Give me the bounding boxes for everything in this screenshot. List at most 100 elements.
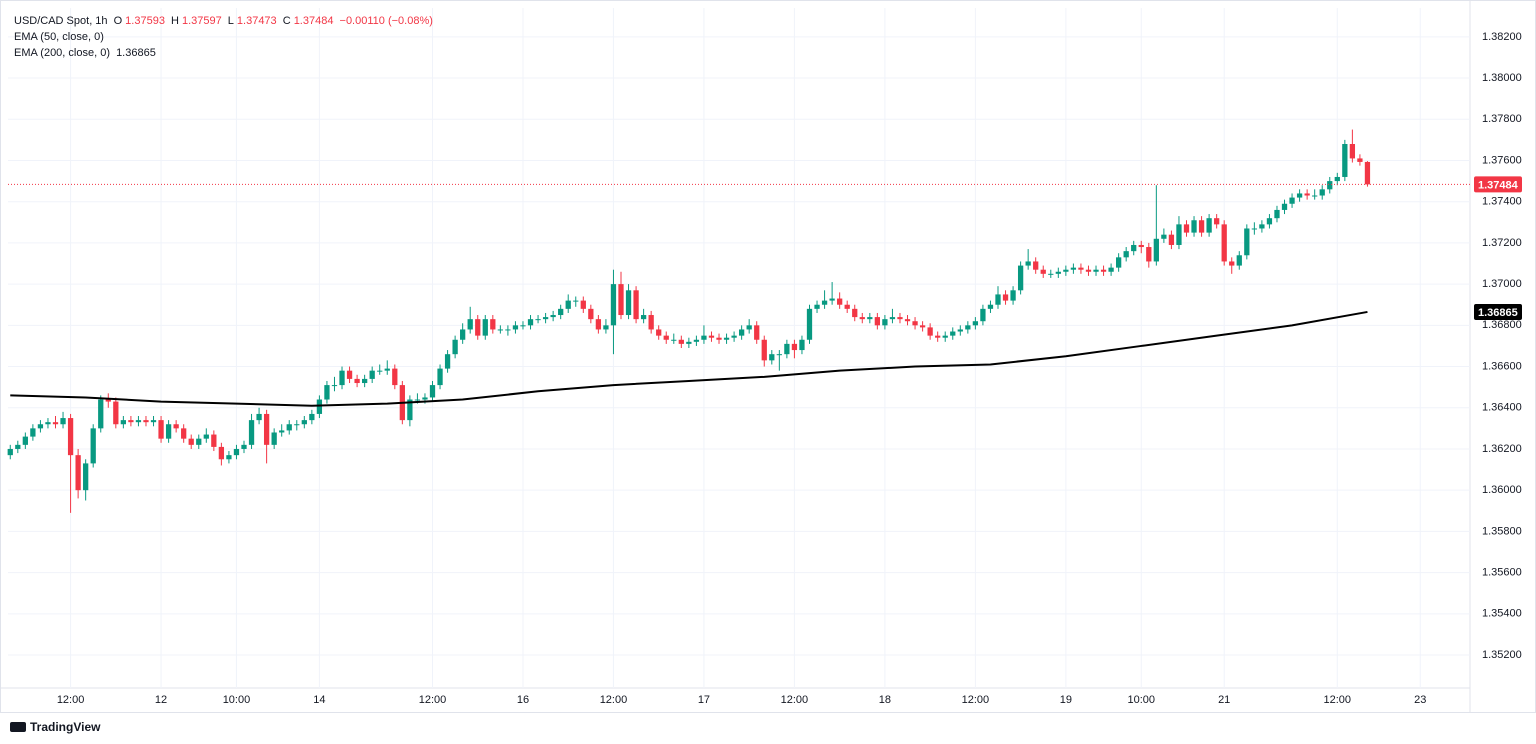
candle-body [248, 420, 255, 445]
candle-body [1048, 273, 1054, 275]
candle-body [550, 315, 556, 318]
candle-body [369, 370, 375, 379]
candle-body [346, 370, 353, 379]
candle-body [1100, 269, 1107, 272]
ohlc-value: 1.37597 [181, 15, 222, 27]
candle-body [1266, 218, 1273, 225]
brand: TradingView [30, 720, 101, 734]
y-tick-label: 1.36000 [1482, 484, 1522, 496]
ohlc-label: H [171, 15, 179, 27]
candle-body [1033, 261, 1039, 270]
candle-body [1168, 234, 1175, 245]
candle-body [1236, 255, 1242, 266]
x-tick-label: 18 [879, 694, 891, 706]
candle-body [233, 448, 240, 456]
candle-body [640, 315, 647, 320]
candle-body [211, 434, 217, 447]
candle-body [656, 329, 662, 336]
x-tick-label: 19 [1060, 694, 1072, 706]
candle-body [595, 319, 602, 330]
candle-body [467, 319, 473, 330]
candle-body [309, 413, 315, 421]
ema50-name: EMA (50, close, 0) [14, 31, 104, 43]
candle-body [362, 378, 368, 384]
candle-body [588, 308, 594, 320]
candle-body [527, 319, 534, 326]
candle-body [950, 331, 956, 336]
candle-body [294, 424, 300, 426]
candle-body [128, 420, 134, 423]
candle-body [1259, 224, 1265, 229]
candle-body [829, 298, 835, 301]
x-tick-label: 12:00 [419, 694, 447, 706]
candle-body [203, 434, 209, 439]
candle-body [407, 399, 413, 421]
candle-body [980, 308, 986, 322]
x-tick-label: 14 [313, 694, 325, 706]
candle-body [882, 319, 888, 326]
candle-body [497, 329, 503, 331]
candle-body [37, 424, 44, 429]
candle-body [286, 424, 292, 431]
candle-body [135, 420, 142, 423]
candle-body [105, 399, 111, 402]
candle-body [912, 321, 918, 326]
candle-body [271, 432, 277, 445]
candle-body [957, 329, 963, 332]
candle-body [1357, 158, 1363, 162]
candle-body [648, 315, 654, 330]
candle-body [859, 317, 865, 320]
candle-body [904, 319, 911, 322]
ohlc-label: C [282, 15, 291, 27]
price-label: 1.37484 [1478, 179, 1519, 191]
candle-body [1214, 218, 1220, 225]
candle-body [1198, 220, 1205, 233]
candle-body [279, 430, 285, 433]
candle-body [316, 399, 323, 414]
candle-body [505, 329, 511, 331]
candle-body [663, 335, 669, 340]
ema-label-box [1474, 303, 1522, 320]
candle-body [610, 284, 617, 326]
candle-body [414, 399, 421, 401]
candle-body [671, 339, 677, 341]
ema50-legend: EMA (50, close, 0) [14, 29, 436, 45]
candle-body [1108, 267, 1114, 272]
candle-body [686, 341, 692, 344]
candle-body [806, 308, 813, 340]
y-tick-label: 1.37000 [1482, 278, 1522, 290]
y-tick-label: 1.37200 [1482, 237, 1522, 249]
candle-body [45, 422, 51, 425]
candle-body [731, 335, 737, 338]
candle-body [113, 401, 119, 425]
candle-body [429, 385, 436, 398]
candle-body [460, 329, 466, 340]
candle-body [301, 420, 307, 425]
candle-body [331, 385, 338, 387]
candle-body [150, 420, 157, 423]
candle-body [565, 300, 571, 309]
candle-body [181, 428, 187, 439]
x-tick-label: 10:00 [1127, 694, 1155, 706]
candle-body [927, 327, 933, 336]
candle-body [535, 319, 541, 321]
x-tick-label: 12:00 [962, 694, 990, 706]
candle-body [30, 428, 36, 437]
x-tick-label: 16 [517, 694, 529, 706]
candle-body [580, 300, 586, 309]
ema200-value: 1.36865 [116, 47, 156, 59]
candle-body [1093, 269, 1099, 272]
y-tick-label: 1.35200 [1482, 649, 1522, 661]
candle-body [1085, 269, 1092, 272]
candle-body [475, 319, 481, 336]
candle-body [67, 418, 74, 456]
candle-body [482, 319, 488, 336]
ohlc-row: USD/CAD Spot, 1h O 1.37593 H 1.37597 L 1.37… [14, 13, 436, 29]
candle-body [618, 284, 624, 316]
candle-body [384, 368, 390, 371]
plot-frame [0, 0, 1536, 713]
y-tick-label: 1.35600 [1482, 567, 1522, 579]
candle-body [143, 420, 149, 423]
x-tick-label: 12 [155, 694, 167, 706]
